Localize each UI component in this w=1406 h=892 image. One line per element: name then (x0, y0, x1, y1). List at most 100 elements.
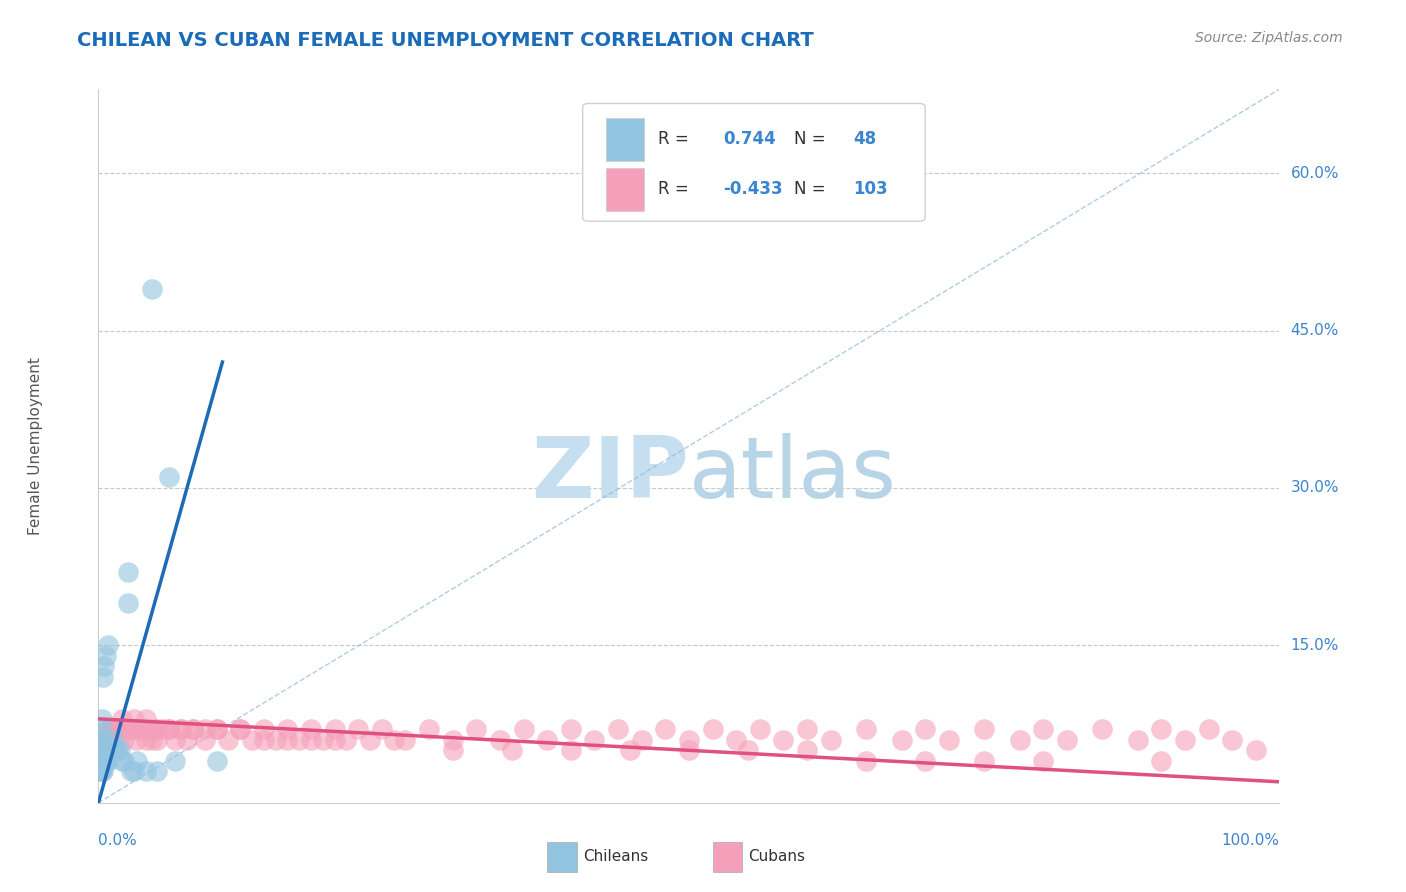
Point (93, 732, 115, 747)
Point (165, 732, 187, 747)
Point (93, 659, 115, 673)
Point (91, 670, 114, 684)
Point (264, 732, 287, 747)
Point (90, 732, 112, 747)
Point (1091, 723, 1114, 737)
Point (973, 723, 995, 737)
Point (96, 743, 118, 757)
Point (1032, 723, 1054, 737)
Point (90, 754, 112, 768)
Text: 45.0%: 45.0% (1291, 323, 1339, 338)
Point (276, 732, 298, 747)
Point (121, 764, 143, 779)
Point (132, 723, 155, 737)
Text: 15.0%: 15.0% (1291, 638, 1339, 653)
Point (394, 732, 416, 747)
Point (157, 470, 180, 484)
Point (938, 732, 960, 747)
Point (737, 743, 759, 757)
Point (135, 764, 157, 779)
Text: 0.0%: 0.0% (98, 833, 138, 848)
Point (105, 723, 128, 737)
Point (630, 732, 652, 747)
Point (122, 723, 145, 737)
Point (654, 723, 676, 737)
Text: 48: 48 (853, 130, 876, 148)
Point (170, 723, 193, 737)
Point (560, 723, 582, 737)
Point (141, 282, 163, 296)
Point (299, 732, 322, 747)
Point (125, 732, 148, 747)
Point (89, 732, 111, 747)
Point (105, 743, 128, 757)
Point (135, 712, 157, 726)
Point (855, 754, 877, 768)
Text: ZIP: ZIP (531, 433, 689, 516)
Text: 30.0%: 30.0% (1291, 481, 1339, 495)
Point (205, 723, 228, 737)
Text: N =: N = (794, 130, 831, 148)
Point (176, 732, 198, 747)
Point (512, 723, 534, 737)
Point (112, 732, 135, 747)
FancyBboxPatch shape (547, 842, 576, 872)
Text: R =: R = (658, 180, 695, 198)
Text: Source: ZipAtlas.com: Source: ZipAtlas.com (1195, 31, 1343, 45)
Text: 0.744: 0.744 (723, 130, 776, 148)
Point (194, 723, 217, 737)
Point (90, 764, 112, 779)
Point (253, 732, 276, 747)
Point (855, 723, 877, 737)
Point (121, 723, 143, 737)
Point (98, 732, 121, 747)
Point (108, 743, 131, 757)
FancyBboxPatch shape (606, 168, 644, 211)
Point (820, 732, 842, 747)
Point (89, 754, 111, 768)
Point (276, 723, 298, 737)
Point (229, 723, 252, 737)
Point (97, 723, 120, 737)
Point (1198, 723, 1220, 737)
Text: R =: R = (658, 130, 695, 148)
Point (678, 743, 700, 757)
Point (1150, 723, 1173, 737)
Point (103, 732, 125, 747)
Text: atlas: atlas (689, 433, 897, 516)
Point (91, 764, 114, 779)
Point (678, 732, 700, 747)
Point (165, 754, 187, 768)
Point (890, 732, 912, 747)
Point (146, 732, 169, 747)
Point (217, 732, 239, 747)
Point (359, 732, 381, 747)
Point (141, 732, 163, 747)
Point (1008, 732, 1031, 747)
Point (111, 754, 134, 768)
Point (101, 743, 124, 757)
Point (89, 743, 111, 757)
Point (299, 723, 322, 737)
Text: N =: N = (794, 180, 831, 198)
Point (94, 754, 117, 768)
Point (117, 596, 139, 610)
Point (91, 732, 114, 747)
Point (465, 723, 488, 737)
Point (111, 712, 134, 726)
Point (240, 732, 263, 747)
Point (146, 764, 169, 779)
Point (112, 754, 135, 768)
Point (536, 732, 558, 747)
Point (323, 732, 346, 747)
Point (100, 743, 122, 757)
Point (98, 743, 121, 757)
Point (583, 732, 606, 747)
Point (335, 732, 357, 747)
Point (229, 723, 252, 737)
Point (146, 723, 169, 737)
Point (128, 723, 150, 737)
Point (702, 723, 724, 737)
Point (97, 754, 120, 768)
Point (1126, 732, 1149, 747)
